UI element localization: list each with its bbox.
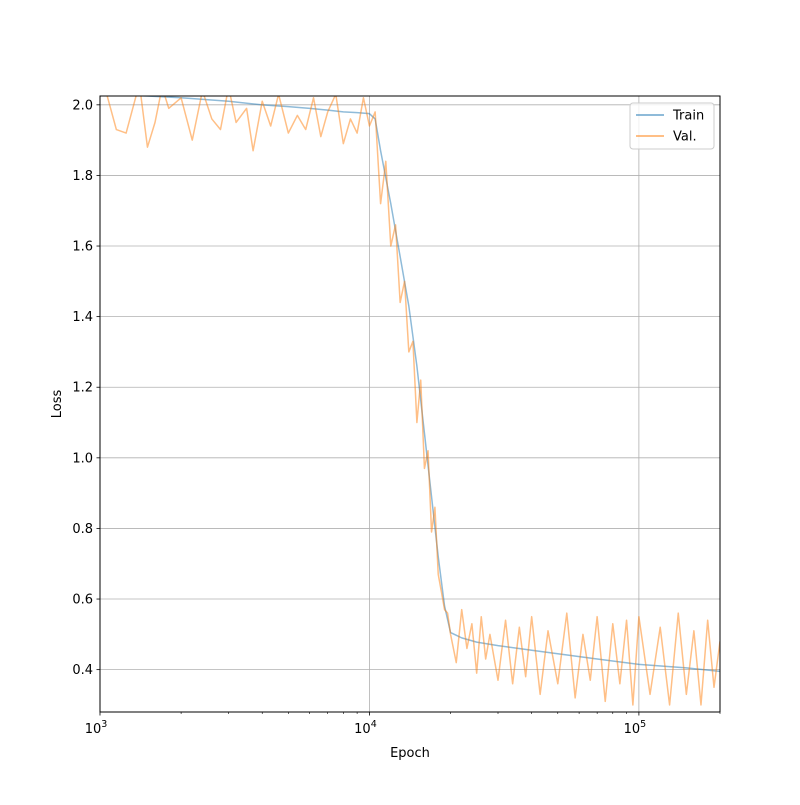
x-tick-label: 105 [624, 719, 647, 737]
series-line-val [106, 96, 720, 706]
legend: Train Val. [629, 102, 715, 150]
series-lines [106, 96, 720, 706]
legend-label-val: Val. [673, 130, 697, 145]
y-axis-ticks: 0.4 0.6 0.8 1.0 1.2 1.4 1.6 1.8 2.0 [72, 98, 100, 678]
x-tick-label: 103 [85, 719, 108, 737]
y-tick-label: 1.2 [72, 381, 93, 396]
x-tick-exponent: 4 [371, 719, 377, 730]
y-tick-label: 0.4 [72, 663, 93, 678]
y-tick-label: 0.8 [72, 522, 93, 537]
y-tick-label: 1.4 [72, 310, 93, 325]
y-tick-label: 1.8 [72, 169, 93, 184]
y-tick-label: 1.6 [72, 240, 93, 255]
plot-frame [99, 95, 721, 713]
y-tick-label: 1.0 [72, 451, 93, 466]
x-tick-base: 10 [354, 722, 371, 737]
x-tick-label: 104 [354, 719, 377, 737]
x-tick-base: 10 [624, 722, 641, 737]
x-tick-exponent: 3 [101, 719, 107, 730]
x-tick-base: 10 [85, 722, 102, 737]
series-line-train [127, 96, 720, 673]
y-axis-title: Loss [50, 390, 65, 419]
y-tick-label: 0.6 [72, 593, 93, 608]
y-tick-label: 2.0 [72, 98, 93, 113]
x-axis-ticks: 103 104 105 [85, 712, 721, 737]
x-axis-title: Epoch [390, 746, 430, 761]
grid-lines [100, 96, 720, 712]
x-tick-exponent: 5 [640, 719, 646, 730]
legend-label-train: Train [672, 109, 704, 124]
